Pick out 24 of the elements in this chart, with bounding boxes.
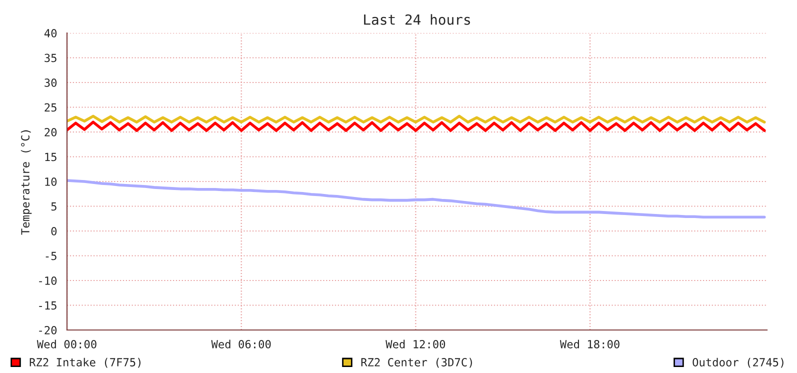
y-tick-label: 40 (44, 29, 57, 38)
y-tick-label: -10 (39, 276, 57, 285)
chart-title: Last 24 hours (364, 14, 470, 25)
y-tick-label: 30 (44, 78, 57, 87)
y-tick-label: 35 (44, 54, 56, 62)
y-tick-label: 5 (51, 202, 56, 211)
y-tick-label: -5 (46, 252, 56, 260)
legend-label: Outdoor (2745) (692, 358, 784, 368)
x-tick-label: Wed 18:00 (560, 340, 620, 348)
x-tick-label: Wed 12:00 (386, 340, 446, 348)
legend-label: RZ2 Center (3D7C) (361, 358, 472, 368)
line-series (67, 120, 766, 132)
x-tick-label: Wed 00:00 (36, 340, 96, 348)
y-tick-label: 25 (44, 103, 56, 112)
y-tick-label: 15 (45, 152, 56, 162)
x-tick-label: Wed 06:00 (211, 340, 271, 348)
y-tick-label: 20 (44, 128, 57, 136)
legend-label: RZ2 Intake (7F75) (30, 358, 140, 368)
y-tick-label: -15 (39, 301, 56, 310)
line-series (67, 179, 766, 219)
y-tick-label: 0 (51, 227, 57, 236)
y-axis-title: Temperature (°C) (20, 130, 32, 235)
y-tick-label: 10 (45, 178, 57, 186)
y-tick-label: -20 (39, 326, 57, 334)
